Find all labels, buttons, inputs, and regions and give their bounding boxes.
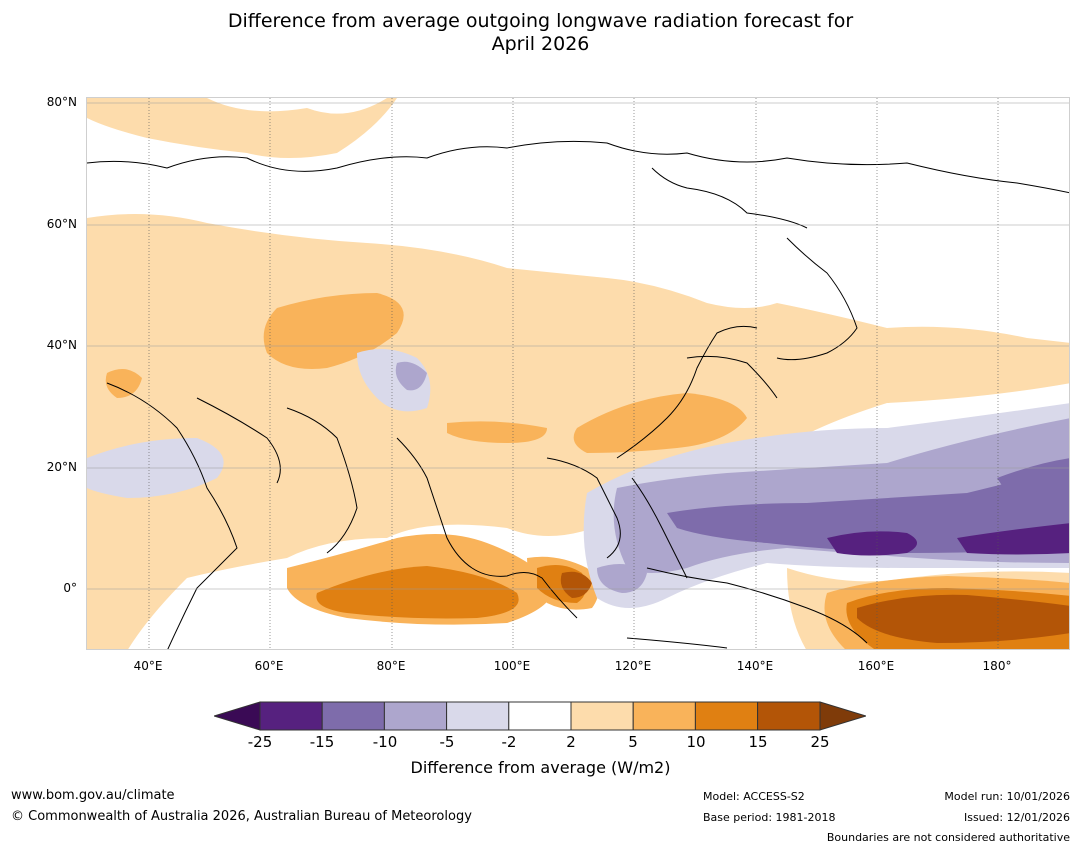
map-panel[interactable] [86, 97, 1070, 650]
title-line-2: April 2026 [491, 33, 590, 55]
lon-label-100e: 100°E [493, 659, 531, 673]
lat-label-0: 0° [63, 581, 77, 595]
lon-label-80e: 80°E [376, 659, 406, 673]
graticule [148, 98, 999, 649]
colorbar-label: Difference from average (W/m2) [410, 758, 671, 777]
boundaries-note: Boundaries are not considered authoritat… [826, 831, 1070, 844]
colorbar-segment-3 [383, 701, 448, 731]
colorbar-tick: 2 [566, 733, 576, 751]
colorbar-segment-5 [508, 701, 572, 731]
colorbar [212, 700, 868, 732]
colorbar-svg [212, 701, 868, 731]
colorbar-segment-1 [259, 701, 323, 731]
colorbar-tick: 25 [810, 733, 830, 751]
lat-label-80n: 80°N [46, 95, 77, 109]
model-text: Model: ACCESS-S2 [703, 790, 805, 803]
lat-label-40n: 40°N [46, 338, 77, 352]
lon-label-180: 180° [982, 659, 1012, 673]
colorbar-tick: 5 [628, 733, 638, 751]
colorbar-tick: -10 [372, 733, 398, 751]
colorbar-segment-6 [570, 701, 634, 731]
anomaly-map [87, 98, 1069, 649]
colorbar-segment-7 [632, 701, 696, 731]
map-title: Difference from average outgoing longwav… [0, 10, 1081, 56]
model-run-text: Model run: 10/01/2026 [944, 790, 1070, 803]
colorbar-tick: -5 [439, 733, 455, 751]
lon-label-160e: 160°E [857, 659, 895, 673]
anomaly-minus15-to-minus10 [667, 458, 1069, 553]
website-link[interactable]: www.bom.gov.au/climate [11, 788, 175, 803]
latitude-lines [87, 102, 1069, 590]
copyright-text: © Commonwealth of Australia 2026, Austra… [11, 809, 472, 824]
lon-label-140e: 140°E [736, 659, 774, 673]
colorbar-extend-low [212, 701, 261, 731]
colorbar-tick: -15 [309, 733, 335, 751]
coastlines [87, 140, 1069, 649]
colorbar-segment-8 [694, 701, 759, 731]
lat-label-60n: 60°N [46, 217, 77, 231]
colorbar-segment-9 [757, 701, 821, 731]
anomaly-minus25-to-minus15 [827, 523, 1069, 556]
colorbar-tick: 15 [748, 733, 768, 751]
colorbar-segment-2 [321, 701, 385, 731]
colorbar-tick: -25 [247, 733, 273, 751]
base-period-text: Base period: 1981-2018 [703, 811, 836, 824]
title-line-1: Difference from average outgoing longwav… [227, 10, 854, 32]
lon-label-120e: 120°E [614, 659, 652, 673]
colorbar-extend-high [819, 701, 868, 731]
issued-text: Issued: 12/01/2026 [963, 811, 1070, 824]
lon-label-60e: 60°E [254, 659, 284, 673]
lat-label-20n: 20°N [46, 460, 77, 474]
colorbar-segment-4 [446, 701, 510, 731]
colorbar-tick: 10 [686, 733, 706, 751]
lon-label-40e: 40°E [133, 659, 163, 673]
colorbar-tick: -2 [501, 733, 517, 751]
